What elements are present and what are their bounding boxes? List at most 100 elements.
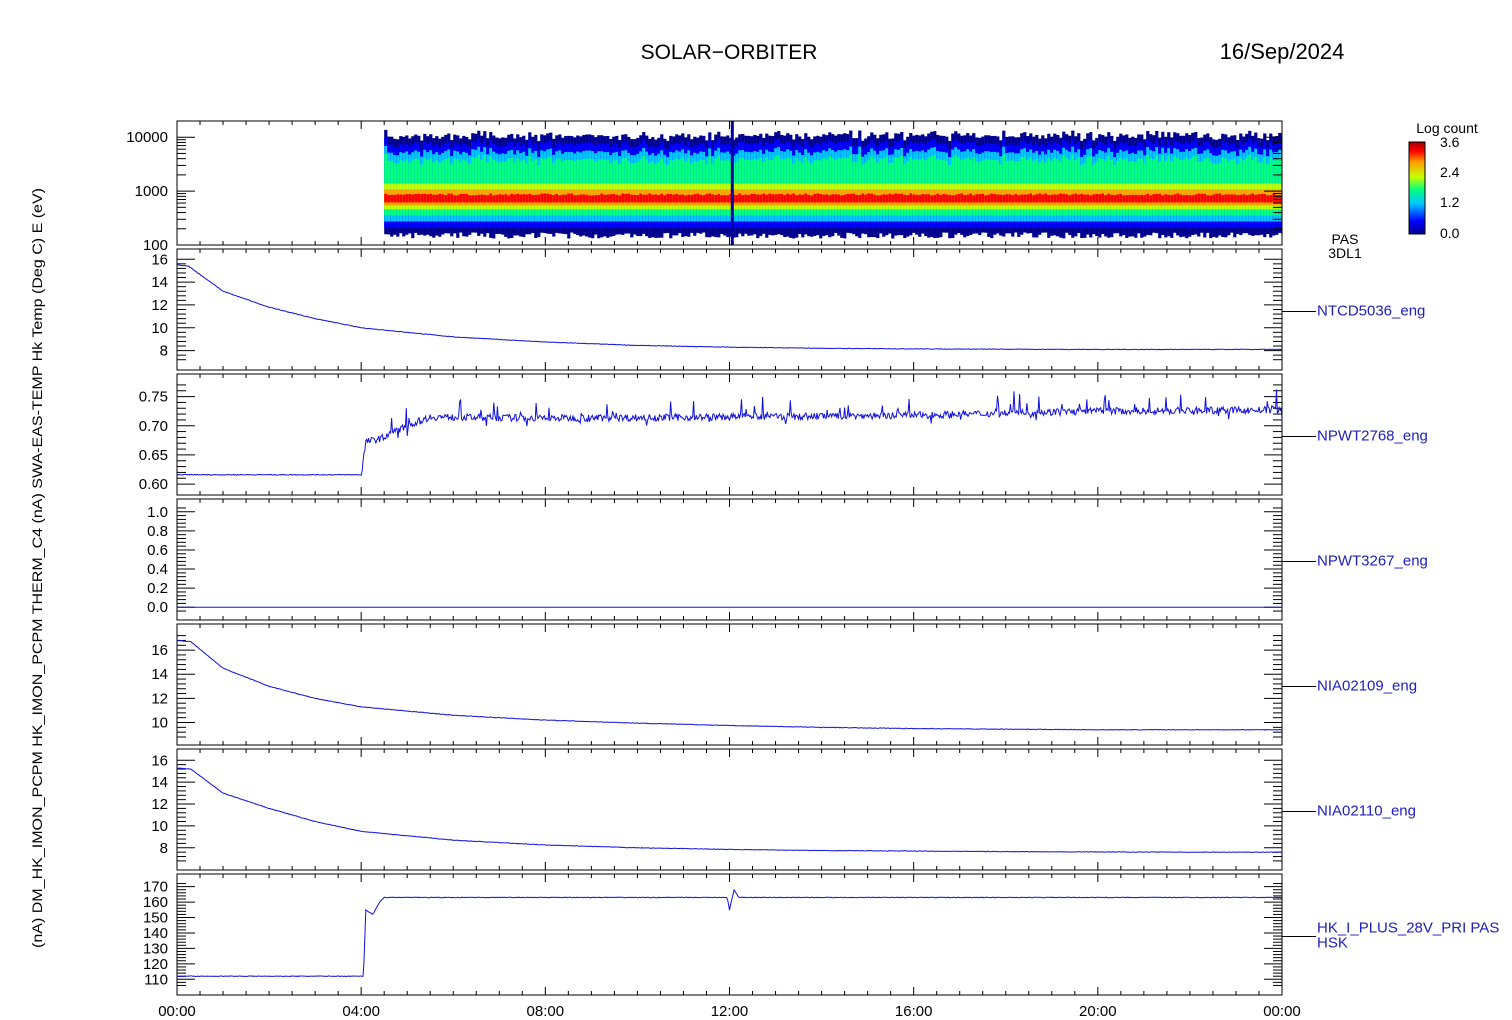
spectrogram-cell: [1245, 195, 1249, 203]
spectrogram-column: [468, 139, 472, 235]
spectrogram-cell: [1206, 195, 1210, 203]
spectrogram-column: [681, 133, 685, 237]
y-tick-label: 16: [151, 642, 168, 659]
spectrogram-column: [384, 129, 388, 235]
y-tick-label: 170: [143, 879, 168, 896]
panel-frame: [176, 248, 1283, 371]
spectrogram-cell: [1257, 194, 1261, 203]
spectrogram-column: [642, 132, 646, 234]
spectrogram-column: [1002, 130, 1006, 237]
spectrogram-cell: [1077, 194, 1081, 203]
spectrogram-cell: [813, 193, 817, 203]
spectrogram-column: [702, 135, 706, 233]
spectrogram-cell: [561, 194, 565, 203]
spectrogram-cell: [831, 194, 835, 203]
spectrogram-column: [1032, 136, 1036, 238]
panel-side-label: NIA02109_eng: [1317, 678, 1417, 695]
spectrogram-cell: [705, 194, 709, 203]
panel-nia02110: 16 14 12 10 8 NIA02110_eng: [151, 748, 1416, 871]
spectrogram-column: [636, 137, 640, 237]
spectrogram-column: [735, 137, 739, 238]
spectrogram-column: [645, 135, 649, 237]
spectrogram-cell: [1056, 194, 1060, 203]
spectrogram-cell: [1191, 195, 1195, 203]
spectrogram-cell: [1209, 195, 1213, 203]
spectrogram-column: [519, 137, 523, 237]
spectrogram-column: [591, 135, 595, 239]
spectrogram-column: [867, 136, 871, 238]
spectrogram-column: [918, 135, 922, 237]
spectrogram-cell: [1173, 194, 1177, 203]
spectrogram-cell: [699, 194, 703, 203]
spectrogram-cell: [1017, 195, 1021, 203]
spectrogram-column: [900, 132, 904, 236]
spectrogram-column: [915, 134, 919, 235]
spectrogram-cell: [807, 194, 811, 203]
spectrogram-cell: [630, 194, 634, 203]
spectrogram-cell: [969, 193, 973, 203]
spectrogram-cell: [864, 194, 868, 203]
spectrogram-column: [723, 136, 727, 236]
x-tick-label: 20:00: [1079, 1003, 1117, 1020]
spectrogram-column: [432, 138, 436, 238]
y-tick-label: 0.2: [147, 580, 168, 597]
spectrogram-column: [858, 130, 862, 238]
spectrogram-cell: [1041, 194, 1045, 203]
spectrogram-column: [1236, 139, 1240, 234]
spectrogram-cell: [1128, 194, 1132, 203]
y-tick-label: 0.8: [147, 523, 168, 540]
panel-side-label: HSK: [1317, 935, 1348, 952]
spectrogram-cell: [993, 194, 997, 203]
spectrogram-column: [870, 132, 874, 238]
spectrogram-cell: [726, 195, 730, 203]
spectrogram-cell: [771, 194, 775, 203]
spectrogram-cell: [1062, 193, 1066, 203]
spectrogram-column: [1149, 134, 1153, 236]
spectrogram-cell: [708, 193, 712, 203]
spectrogram-cell: [717, 194, 721, 203]
spectrogram-column: [1206, 133, 1210, 233]
spectrogram-cell: [621, 193, 625, 203]
spectrogram-column: [615, 135, 619, 235]
spectrogram-cell: [1098, 194, 1102, 203]
spectrogram-cell: [453, 195, 457, 203]
panel-side-label: NPWT3267_eng: [1317, 553, 1428, 570]
spectrogram-column: [1173, 132, 1177, 233]
spectrogram-column: [570, 136, 574, 233]
spectrogram-column: [405, 135, 409, 235]
spectrogram-column: [1188, 134, 1192, 237]
spectrogram-column: [975, 137, 979, 234]
spectrogram-column: [459, 138, 463, 233]
spectrogram-cell: [1032, 195, 1036, 203]
spectrogram-column: [765, 133, 769, 238]
spectrogram-column: [1017, 137, 1021, 237]
spectrogram-column: [564, 135, 568, 235]
spectrogram-column: [420, 140, 424, 235]
spectrogram-cell: [570, 193, 574, 203]
y-tick-label: 12: [151, 690, 168, 707]
spectrogram-column: [609, 139, 613, 237]
series-line: [176, 639, 1283, 731]
spectrogram-column: [390, 136, 394, 237]
spectrogram-cell: [927, 194, 931, 203]
spectrogram-column: [960, 135, 964, 235]
spectrogram-column: [783, 135, 787, 238]
spectrogram-cell: [909, 193, 913, 203]
y-tick-label: 0.70: [139, 418, 168, 435]
spectrogram-column: [1122, 135, 1126, 236]
panel-side-label: 3DL1: [1328, 245, 1362, 261]
y-tick-label: 0.75: [139, 389, 168, 406]
spectrogram-cell: [678, 194, 682, 203]
spectrogram-column: [576, 135, 580, 236]
spectrogram-column: [753, 135, 757, 235]
spectrogram-cell: [957, 194, 961, 203]
spectrogram-column: [924, 136, 928, 237]
spectrogram-cell: [657, 195, 661, 203]
spectrogram-cell: [939, 194, 943, 203]
spectrogram-cell: [396, 194, 400, 203]
spectrogram-cell: [738, 193, 742, 203]
spectrogram-cell: [798, 194, 802, 203]
spectrogram-column: [495, 137, 499, 234]
spectrogram-column: [894, 133, 898, 236]
spectrogram-cell: [663, 195, 667, 203]
